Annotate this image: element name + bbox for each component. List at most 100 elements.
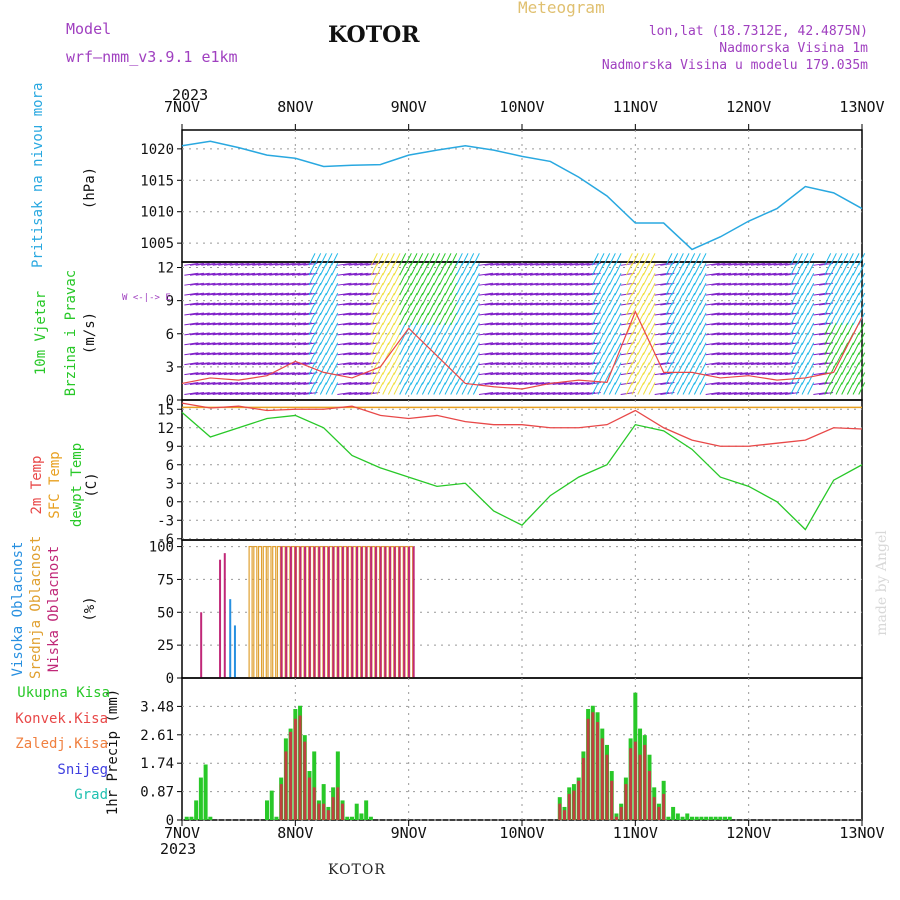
wind-barb (795, 253, 803, 266)
wind-barb (711, 302, 726, 306)
wind-barb (467, 372, 475, 385)
wind-barb (348, 282, 363, 286)
mid-cloud-bar (399, 545, 404, 679)
wind-barb (705, 322, 720, 326)
wind-barb (711, 282, 726, 286)
wind-barb (376, 322, 384, 336)
wind-barb (501, 302, 516, 306)
wind-barb (314, 302, 322, 316)
wind-barb (331, 253, 339, 266)
mid-cloud-bar (324, 545, 329, 679)
wind-barb (467, 253, 475, 266)
wind-barb (841, 342, 849, 355)
wind-barb (467, 332, 475, 346)
wind-barb (472, 312, 480, 326)
wind-barb (291, 391, 307, 395)
wind-barb (201, 342, 216, 346)
wind-barb (342, 312, 358, 316)
wind-barb (676, 272, 684, 286)
wind-barb (478, 372, 494, 376)
wind-barb (773, 342, 788, 346)
wind-barb (189, 352, 205, 356)
wind-barb (756, 372, 771, 376)
wind-barb (642, 342, 650, 355)
wind-barb (773, 372, 788, 376)
wind-barb (246, 312, 261, 316)
wind-barb (286, 342, 301, 346)
xtick-label-bottom: 12NOV (726, 824, 771, 842)
wind-barb (852, 292, 860, 306)
wind-barb (387, 253, 395, 266)
wind-barb (291, 342, 307, 346)
low-cloud-bar (393, 546, 396, 678)
wind-barb (490, 382, 505, 386)
low-cloud-bar (332, 546, 335, 678)
wind-barb (614, 292, 622, 306)
wind-barb (455, 362, 463, 375)
wind-barb (597, 282, 605, 296)
wind-barb (348, 262, 363, 266)
wind-barb (455, 332, 463, 346)
wind-barb (438, 382, 446, 395)
wind-barb (631, 292, 639, 306)
wind-barb (280, 372, 295, 376)
wind-barb (841, 292, 849, 306)
wind-barb (524, 362, 539, 366)
wind-barb (824, 272, 832, 286)
wind-barb (835, 272, 843, 286)
wind-barb (597, 352, 605, 365)
wind-barb (399, 282, 407, 296)
wind-barb (739, 362, 754, 366)
wind-barb (807, 292, 815, 306)
wind-barb (716, 322, 732, 326)
wind-barb (535, 272, 550, 276)
wind-barb (206, 282, 222, 286)
wind-barb (728, 322, 743, 326)
wind-barb (642, 272, 650, 286)
wind-barb (767, 292, 783, 296)
wind-barb (535, 262, 550, 266)
wind-barb (461, 372, 469, 385)
wind-barb (427, 253, 435, 266)
wind-barb (263, 342, 278, 346)
wind-barb (370, 352, 378, 365)
wind-barb (274, 302, 290, 306)
wind-barb (286, 272, 301, 276)
mid-cloud-bar (319, 545, 324, 679)
wind-barb (319, 312, 327, 326)
wind-barb (614, 263, 622, 276)
wind-barb (642, 263, 650, 276)
wind-barb (858, 352, 866, 365)
wind-barb (206, 372, 222, 376)
wind-barb (212, 391, 227, 395)
wind-barb (291, 262, 307, 266)
wind-barb (535, 312, 550, 316)
wind-barb (472, 253, 480, 266)
low-cloud-bar (341, 546, 344, 678)
low-cloud-bar (370, 546, 373, 678)
wind-barb (495, 302, 511, 306)
wind-barb (257, 292, 273, 296)
wind-barb (416, 312, 424, 326)
wind-barb (529, 312, 545, 316)
wind-barb (699, 302, 707, 316)
wind-barb (229, 282, 244, 286)
wind-barb (625, 282, 633, 296)
wind-barb (648, 302, 656, 316)
wind-barb (229, 391, 244, 395)
wind-barb (524, 302, 539, 306)
wind-barb (331, 332, 339, 346)
wind-barb (308, 382, 316, 395)
wind-barb (671, 372, 679, 385)
wind-barb (693, 352, 701, 365)
wind-barb (682, 372, 690, 385)
wind-barb (846, 272, 854, 286)
wind-barb (331, 322, 339, 336)
wind-barb (558, 342, 573, 346)
wind-barb (212, 272, 227, 276)
wind-barb (467, 302, 475, 316)
wind-barb (716, 391, 732, 395)
wind-barb (444, 312, 452, 326)
wind-barb (518, 362, 533, 366)
wind-barb (546, 342, 562, 346)
